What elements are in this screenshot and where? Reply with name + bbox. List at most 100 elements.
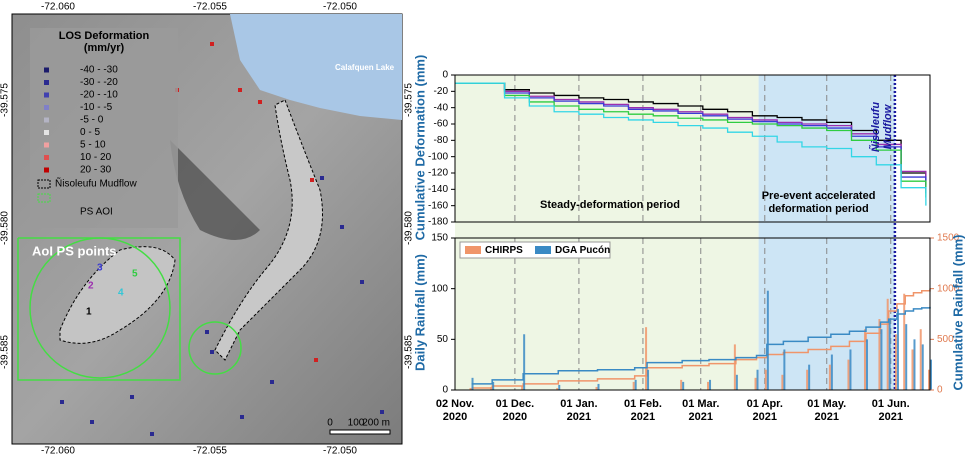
bar bbox=[905, 324, 907, 390]
legend-swatch bbox=[44, 68, 49, 73]
legend-label: CHIRPS bbox=[485, 245, 523, 256]
bar bbox=[755, 378, 757, 390]
y-tick-label: -140 bbox=[428, 184, 448, 195]
figure: -72.060-72.060-72.055-72.055-72.050-72.0… bbox=[0, 0, 966, 457]
x-tick-label: 01 Jan. 2021 bbox=[549, 398, 609, 424]
map-legend-box bbox=[30, 28, 178, 228]
bar bbox=[680, 380, 682, 390]
bar bbox=[781, 375, 783, 390]
bar bbox=[633, 382, 635, 390]
legend-label: 20 - 30 bbox=[80, 165, 112, 176]
point-label: 2 bbox=[88, 281, 94, 292]
legend-label: -10 - -5 bbox=[80, 102, 113, 113]
legend-label: -20 - -10 bbox=[80, 90, 118, 101]
bar bbox=[558, 385, 560, 390]
x-tick-label: 01 Jun. 2021 bbox=[861, 398, 921, 424]
bar bbox=[767, 291, 769, 390]
legend-swatch bbox=[535, 246, 551, 254]
point-label: 4 bbox=[118, 288, 124, 299]
scale-bar bbox=[330, 430, 390, 434]
legend-label: -40 - -30 bbox=[80, 65, 118, 76]
bar bbox=[645, 327, 647, 390]
legend-label: DGA Pucón bbox=[555, 245, 610, 256]
y-label: Daily Rainfall (mm) bbox=[413, 213, 428, 413]
map-y-tick: -39.580 bbox=[0, 211, 11, 245]
map-x-tick: -72.050 bbox=[323, 2, 357, 13]
point-label: 5 bbox=[132, 269, 138, 280]
y-tick-label: -160 bbox=[428, 200, 448, 211]
legend-label: 10 - 20 bbox=[80, 152, 112, 163]
bar bbox=[757, 370, 759, 390]
legend-label: -30 - -20 bbox=[80, 77, 118, 88]
point-label: 3 bbox=[97, 263, 103, 274]
legend-label: PS AOI bbox=[80, 207, 113, 218]
y-tick-label: -80 bbox=[434, 135, 449, 146]
map-x-tick: -72.055 bbox=[193, 2, 227, 13]
bar bbox=[806, 370, 808, 390]
bar bbox=[783, 349, 785, 390]
y-tick-label: -20 bbox=[434, 86, 449, 97]
map-x-tick: -72.060 bbox=[41, 446, 75, 457]
legend-label: -5 - 0 bbox=[80, 115, 104, 126]
legend-title: LOS Deformation (mm/yr) bbox=[32, 30, 176, 54]
bar bbox=[635, 380, 637, 390]
x-tick-label: 01 May. 2021 bbox=[797, 398, 857, 424]
bar bbox=[734, 344, 736, 390]
legend-label: 0 - 5 bbox=[80, 127, 100, 138]
y-tick-label: -180 bbox=[428, 217, 448, 228]
y-tick-label: 50 bbox=[437, 334, 449, 345]
bar bbox=[831, 355, 833, 390]
y-tick-label: -40 bbox=[434, 102, 449, 113]
bar bbox=[922, 344, 924, 390]
bar bbox=[897, 309, 899, 390]
bar bbox=[765, 370, 767, 390]
map-x-tick: -72.055 bbox=[193, 446, 227, 457]
lake-label: Calafquen Lake bbox=[335, 63, 395, 72]
legend-swatch bbox=[44, 143, 49, 148]
bar bbox=[598, 384, 600, 390]
period-label: Pre-event accelerated deformation period bbox=[749, 190, 889, 216]
bar bbox=[849, 349, 851, 390]
bar bbox=[523, 334, 525, 390]
period-shade bbox=[455, 75, 759, 390]
bar bbox=[736, 375, 738, 390]
bar bbox=[808, 365, 810, 390]
legend-swatch bbox=[44, 80, 49, 85]
bar bbox=[682, 382, 684, 390]
bar bbox=[866, 339, 868, 390]
scale-label: 200 m bbox=[362, 418, 390, 429]
legend-swatch bbox=[44, 155, 49, 160]
legend-swatch bbox=[44, 118, 49, 123]
x-tick-label: 01 Dec. 2020 bbox=[485, 398, 545, 424]
map-x-tick: -72.050 bbox=[323, 446, 357, 457]
y-tick-label: 100 bbox=[431, 283, 448, 294]
bar bbox=[913, 339, 915, 390]
y-tick-label: 0 bbox=[442, 70, 448, 81]
map-y-tick: -39.575 bbox=[0, 83, 11, 117]
bar bbox=[889, 319, 891, 390]
bar bbox=[920, 329, 922, 390]
point-label: 1 bbox=[86, 307, 92, 318]
y-tick-label: 150 bbox=[431, 233, 448, 244]
aoi-title: AoI PS points bbox=[32, 243, 117, 258]
period-label: Steady-deformation period bbox=[495, 199, 725, 211]
y-tick-label: -120 bbox=[428, 168, 448, 179]
legend-swatch bbox=[44, 93, 49, 98]
legend-swatch bbox=[465, 246, 481, 254]
map-y-tick: -39.585 bbox=[0, 335, 11, 369]
legend-swatch bbox=[44, 168, 49, 173]
x-tick-label: 01 Mar. 2021 bbox=[671, 398, 731, 424]
legend-label: Ñisoleufu Mudflow bbox=[55, 177, 137, 190]
event-label: Ñisoleufu Mudflow bbox=[870, 72, 894, 182]
x-tick-label: 01 Apr. 2021 bbox=[735, 398, 795, 424]
bar bbox=[709, 380, 711, 390]
y-tick-label: -60 bbox=[434, 119, 449, 130]
y2-label: Cumulative Rainfall (mm) bbox=[951, 223, 966, 403]
bar bbox=[903, 294, 905, 390]
bar bbox=[707, 382, 709, 390]
map bbox=[12, 14, 402, 444]
bar bbox=[880, 329, 882, 390]
bar bbox=[847, 360, 849, 390]
legend-swatch bbox=[44, 105, 49, 110]
bar bbox=[647, 370, 649, 390]
